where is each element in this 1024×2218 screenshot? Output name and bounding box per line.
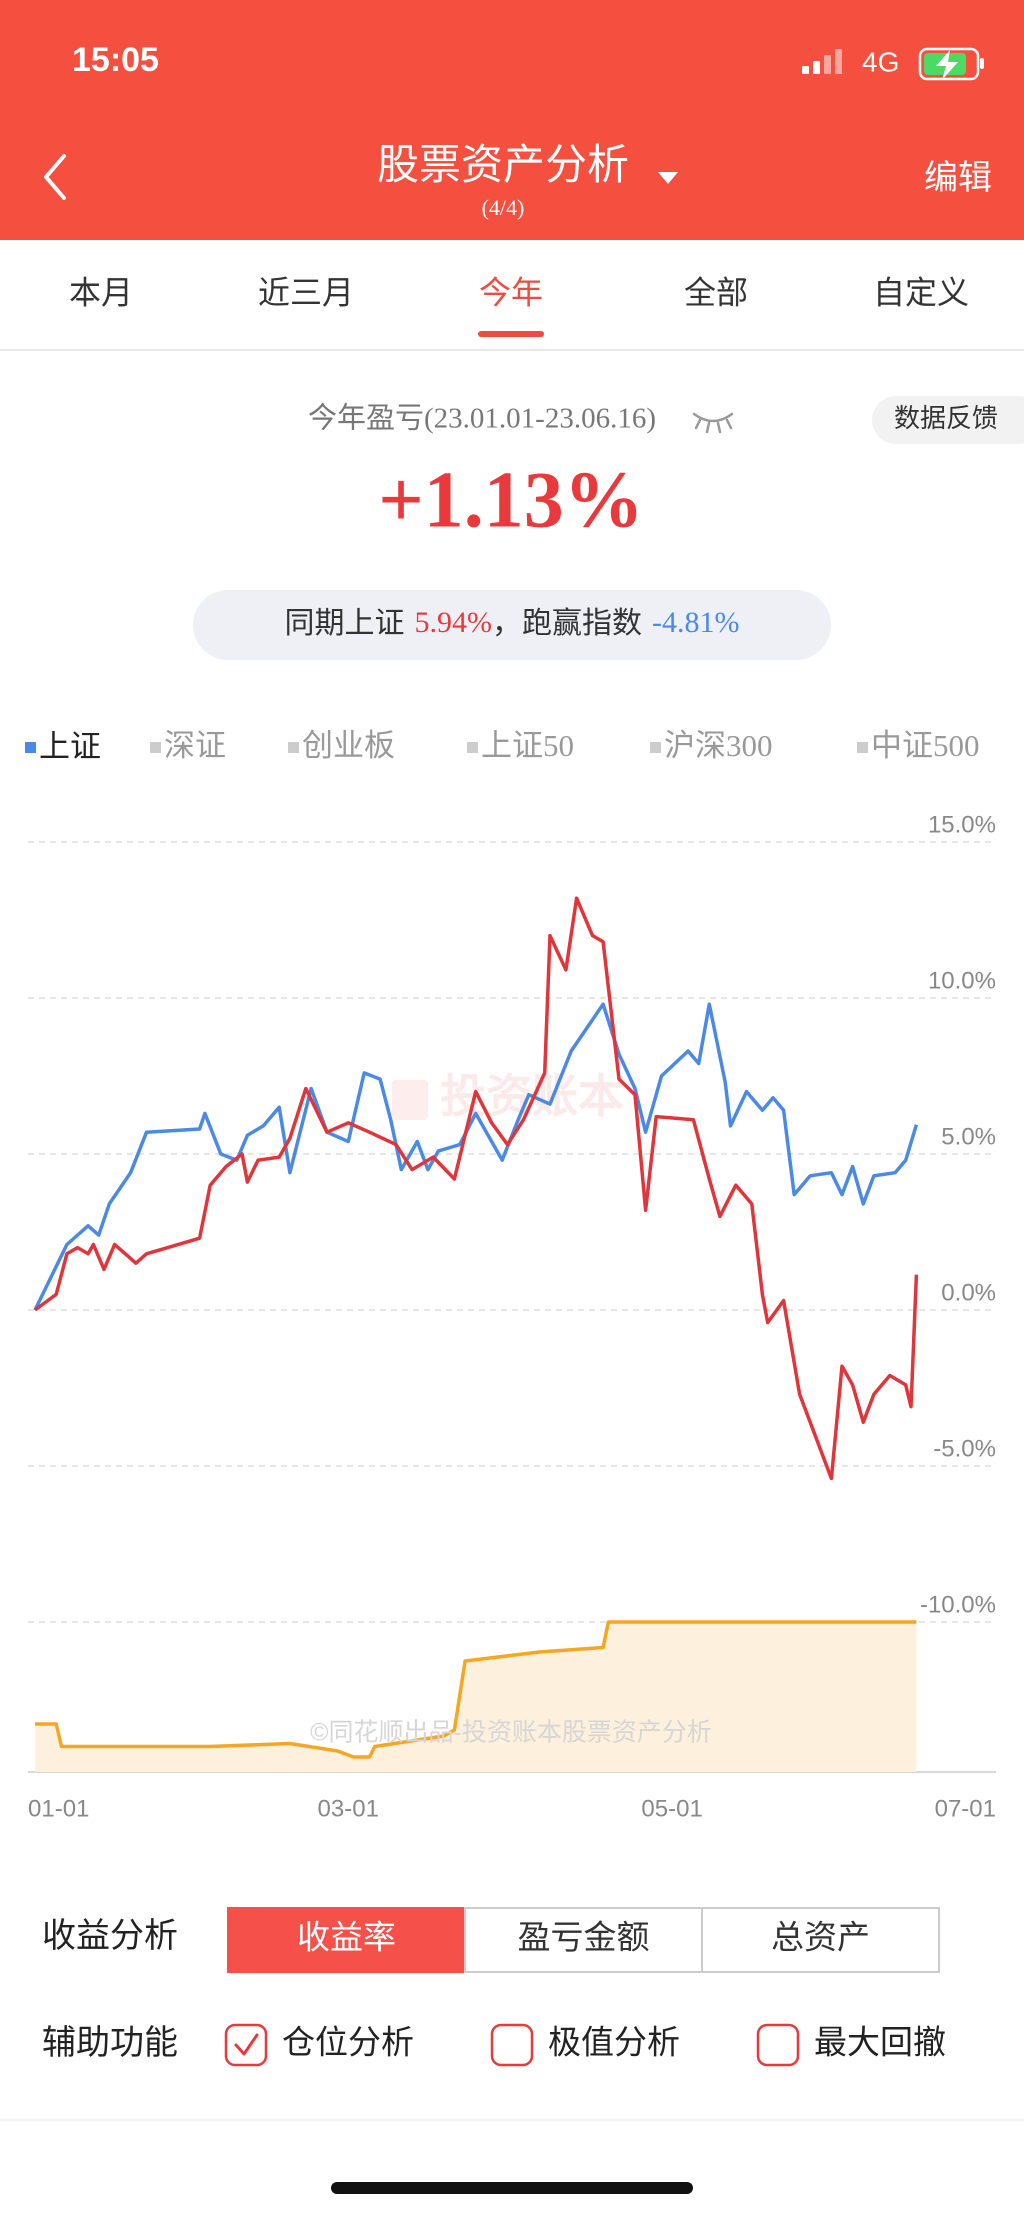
- separator: ，: [492, 607, 522, 640]
- position-line: [35, 1620, 917, 1759]
- legend-swatch: [150, 742, 161, 753]
- feedback-pill[interactable]: [872, 396, 1024, 444]
- legend-swatch: [25, 742, 36, 753]
- y-tick-label: 15.0%: [928, 811, 996, 838]
- legend-item[interactable]: 上证: [39, 729, 101, 764]
- period-label: 今年盈亏(23.01.01-23.06.16): [308, 402, 656, 435]
- segment-button[interactable]: [227, 1907, 466, 1973]
- checkbox-label[interactable]: 极值分析: [548, 2024, 680, 2061]
- legend-swatch: [288, 742, 299, 753]
- y-tick-label: 5.0%: [941, 1123, 996, 1150]
- page-title[interactable]: 股票资产分析: [377, 141, 629, 188]
- segment-button[interactable]: [464, 1907, 703, 1973]
- legend: 上证 深证 创业板 上证50 沪深300 中证500: [25, 728, 980, 764]
- checkmark: [234, 2033, 259, 2056]
- tab[interactable]: 自定义: [873, 274, 969, 310]
- compare-label: 同期上证: [285, 607, 405, 640]
- signal-icon: [802, 49, 842, 74]
- edit-button[interactable]: 编辑: [924, 159, 992, 197]
- tab[interactable]: 本月: [69, 274, 133, 310]
- section-label: 收益分析: [42, 1917, 178, 1955]
- segment-label[interactable]: 盈亏金额: [518, 1919, 650, 1956]
- back-button[interactable]: [44, 154, 66, 200]
- checkbox[interactable]: [490, 2023, 534, 2067]
- checkbox-label[interactable]: 仓位分析: [282, 2024, 414, 2061]
- compare-line: 同期上证 5.94%，跑赢指数 -4.81%: [285, 606, 740, 640]
- legend-item[interactable]: 上证50: [481, 728, 574, 763]
- legend-item[interactable]: 中证500: [871, 728, 980, 763]
- return-value: +1.13%: [378, 456, 644, 544]
- legend-item[interactable]: 创业板: [302, 728, 395, 763]
- network: 4G: [862, 46, 899, 77]
- eye-icon[interactable]: [692, 412, 734, 434]
- x-tick-label: 03-01: [318, 1795, 379, 1822]
- y-tick-label: -5.0%: [933, 1435, 996, 1462]
- watermark-logo: [392, 1080, 428, 1120]
- section-label: 辅助功能: [42, 2024, 178, 2062]
- beat-value: -4.81%: [652, 606, 739, 639]
- y-tick-label: 10.0%: [928, 967, 996, 994]
- compare-pill: [193, 590, 831, 660]
- compare-value: 5.94%: [415, 606, 493, 639]
- legend-item[interactable]: 沪深300: [664, 728, 773, 763]
- segment-label[interactable]: 总资产: [771, 1919, 870, 1956]
- tab[interactable]: 近三月: [258, 274, 354, 310]
- legend-swatch: [857, 742, 868, 753]
- segment-label[interactable]: 收益率: [297, 1919, 396, 1956]
- home-indicator: [331, 2182, 693, 2194]
- x-tick-label: 01-01: [28, 1795, 89, 1822]
- header-bar: [0, 0, 1024, 240]
- tab[interactable]: 全部: [684, 274, 748, 310]
- tab[interactable]: 今年: [479, 274, 543, 310]
- checkbox-label[interactable]: 最大回撤: [814, 2024, 946, 2061]
- watermark-copyright: ©同花顺出品-投资账本股票资产分析: [310, 1719, 712, 1747]
- battery-icon: [918, 47, 984, 81]
- beat-label: 跑赢指数: [522, 607, 642, 640]
- legend-item[interactable]: 深证: [164, 728, 226, 763]
- checkbox[interactable]: [756, 2023, 800, 2067]
- legend-swatch: [650, 742, 661, 753]
- y-tick-label: 0.0%: [941, 1279, 996, 1306]
- y-tick-label: -10.0%: [920, 1591, 996, 1618]
- feedback-button[interactable]: 数据反馈: [894, 403, 998, 433]
- line-series: [33, 896, 919, 1481]
- tab-underline: [478, 331, 544, 337]
- position-area: [35, 1622, 917, 1772]
- segment-button[interactable]: [701, 1907, 940, 1973]
- x-tick-label: 05-01: [641, 1795, 702, 1822]
- page-indicator: (4/4): [482, 195, 525, 220]
- clock: 15:05: [72, 41, 159, 79]
- legend-swatch: [467, 742, 478, 753]
- checkbox[interactable]: [224, 2023, 268, 2067]
- x-tick-label: 07-01: [935, 1795, 996, 1822]
- tabs: 本月 近三月 今年 全部 自定义: [69, 274, 969, 337]
- title-dropdown[interactable]: [658, 172, 678, 184]
- chart: 15.0% 10.0% 5.0% 0.0% -5.0% -10.0% 01-01 03-01 0…: [28, 811, 996, 1822]
